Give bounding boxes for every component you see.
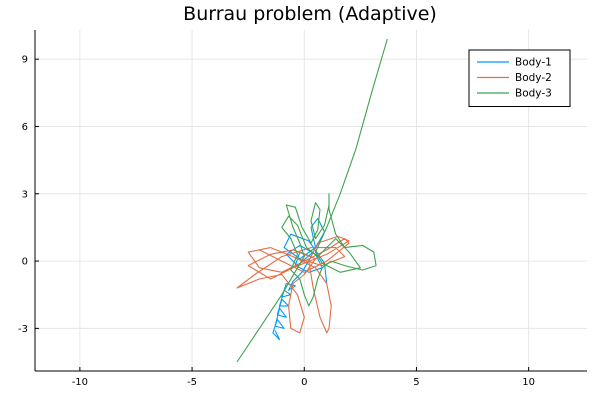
axes bbox=[34, 30, 587, 372]
legend-box bbox=[468, 49, 571, 107]
y-tick-label: 3 bbox=[22, 189, 28, 200]
y-tick-label: -3 bbox=[18, 324, 28, 335]
series-line-body-2 bbox=[236, 235, 350, 334]
x-tick-label: 10 bbox=[522, 377, 535, 388]
legend-label-body-1: Body-1 bbox=[515, 57, 552, 69]
legend[interactable]: Body-1 Body-2 Body-3 bbox=[468, 49, 571, 107]
series-layer bbox=[236, 38, 388, 363]
tick-labels: -10 -5 0 5 10 -3 0 3 6 9 bbox=[18, 55, 535, 388]
x-tick-label: 5 bbox=[413, 377, 419, 388]
y-tick-label: 9 bbox=[22, 55, 28, 66]
y-tick-label: 0 bbox=[22, 257, 28, 268]
legend-label-body-2: Body-2 bbox=[515, 72, 552, 84]
x-tick-label: 0 bbox=[301, 377, 307, 388]
legend-label-body-3: Body-3 bbox=[515, 88, 552, 100]
y-tick-label: 6 bbox=[22, 122, 28, 133]
x-tick-label: -10 bbox=[72, 377, 88, 388]
x-tick-label: -5 bbox=[187, 377, 197, 388]
chart-title: Burrau problem (Adaptive) bbox=[183, 3, 437, 25]
series-line-body-3 bbox=[236, 38, 388, 363]
